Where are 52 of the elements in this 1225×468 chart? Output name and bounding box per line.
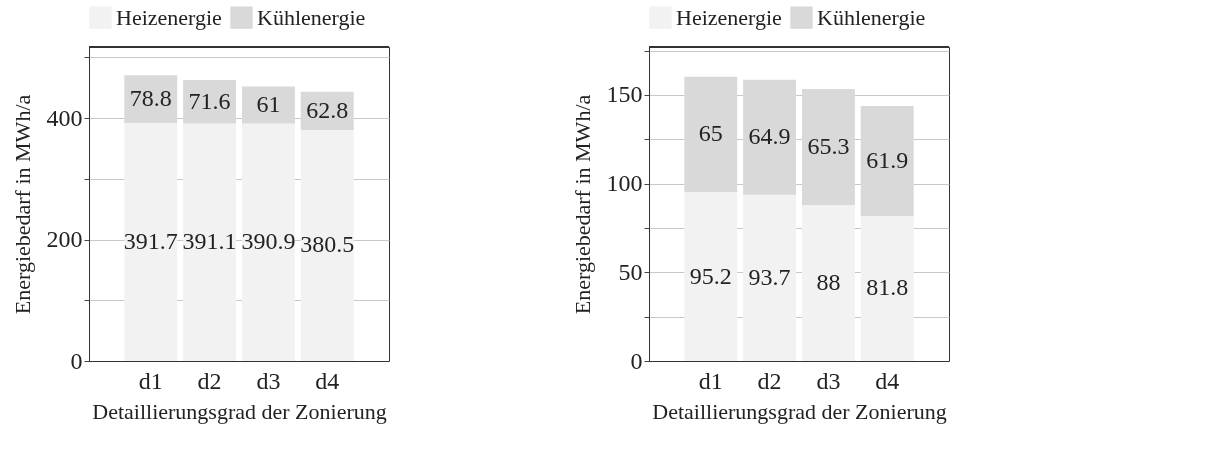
x-tick-label: d4 <box>875 367 900 394</box>
y-tick-label: 150 <box>606 81 643 108</box>
data-label: 88 <box>816 268 841 295</box>
data-label: 391.7 <box>123 228 178 255</box>
data-label: 61.9 <box>866 146 909 173</box>
y-axis-title: Energiebedarf in MWh/a <box>569 94 595 315</box>
data-label: 71.6 <box>188 87 231 114</box>
x-tick-label: d2 <box>197 367 222 394</box>
bar <box>743 194 797 361</box>
bar <box>684 192 738 361</box>
data-label: 380.5 <box>300 231 355 258</box>
data-label: 390.9 <box>241 228 296 255</box>
bar <box>743 79 797 195</box>
data-label: 93.7 <box>748 263 791 290</box>
x-tick-label: d4 <box>315 367 340 394</box>
legend-label: Kühlenergie <box>257 4 366 30</box>
y-tick-label: 100 <box>606 170 643 197</box>
y-tick-label: 400 <box>46 104 83 131</box>
bar <box>183 123 237 361</box>
bar <box>801 204 855 361</box>
legend-label: Heizenergie <box>676 4 782 30</box>
y-tick-label: 200 <box>46 226 83 253</box>
data-label: 62.8 <box>306 96 349 123</box>
data-label: 65.3 <box>807 132 850 159</box>
x-tick-label: d3 <box>816 367 841 394</box>
data-label: 391.1 <box>182 228 237 255</box>
data-label: 64.9 <box>748 123 791 150</box>
bar <box>860 215 914 361</box>
data-label: 65 <box>698 120 723 147</box>
bar <box>124 123 178 361</box>
y-tick-label: 0 <box>70 347 83 374</box>
bar <box>300 129 354 361</box>
x-axis-title: Detaillierungsgrad der Zonierung <box>652 398 947 424</box>
data-label: 78.8 <box>129 85 172 112</box>
x-tick-label: d2 <box>757 367 782 394</box>
y-tick-label: 0 <box>630 347 643 374</box>
data-label: 95.2 <box>689 262 732 289</box>
legend-label: Kühlenergie <box>817 4 926 30</box>
bar <box>860 106 914 216</box>
legend-label: Heizenergie <box>116 4 222 30</box>
x-tick-label: d1 <box>698 367 723 394</box>
x-tick-label: d3 <box>256 367 281 394</box>
y-axis-title: Energiebedarf in MWh/a <box>9 94 35 315</box>
x-axis-title: Detaillierungsgrad der Zonierung <box>92 398 387 424</box>
bar <box>801 89 855 205</box>
x-tick-label: d1 <box>138 367 163 394</box>
y-tick-label: 50 <box>618 258 643 285</box>
bar <box>241 86 295 124</box>
data-label: 81.8 <box>866 274 909 301</box>
bar <box>684 76 738 193</box>
data-label: 61 <box>256 91 281 118</box>
bar <box>241 123 295 361</box>
